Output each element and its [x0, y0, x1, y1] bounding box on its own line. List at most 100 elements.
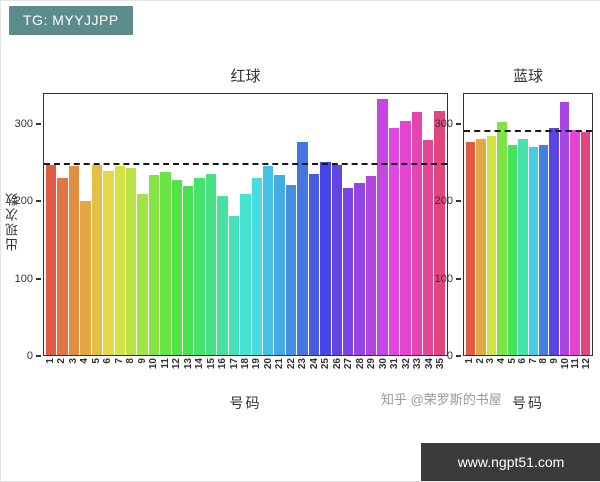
mean-dashed-line: [44, 163, 447, 166]
bar-6: [518, 138, 528, 355]
red-chart-x-tick-labels: 1 2 3 4 5 6 7 8 9 10 11 12 13 14 15 16 17 18 19 20 21 22 23 24 2…: [43, 358, 448, 388]
x-tick-label: 27: [343, 358, 355, 370]
y-tick-label: 300: [435, 118, 461, 130]
x-tick-label: 4: [79, 358, 91, 364]
y-tick-label: 100: [435, 273, 461, 285]
bar-8: [125, 167, 137, 355]
bar-26: [331, 165, 342, 355]
bar-22: [285, 185, 297, 355]
red-chart-title: 红球: [230, 68, 261, 85]
bar-15: [205, 173, 217, 355]
bar-20: [263, 166, 274, 355]
url-watermark: www.ngpt51.com: [421, 443, 600, 481]
x-tick-label: 2: [56, 358, 68, 364]
x-tick-label: 31: [389, 358, 401, 370]
x-tick-label: 5: [506, 358, 518, 364]
bar-21: [274, 175, 285, 355]
bar-35: [434, 110, 445, 355]
red-chart-x-axis-label: 号码: [229, 395, 262, 411]
bar-19: [251, 177, 263, 355]
x-tick-label: 11: [570, 358, 582, 369]
bar-11: [160, 172, 171, 355]
x-tick-label: 3: [485, 358, 497, 364]
y-tick-label: 300: [15, 118, 41, 130]
bar-2: [476, 139, 486, 355]
x-tick-label: 26: [331, 358, 343, 370]
x-tick-label: 18: [239, 358, 251, 370]
bar-9: [549, 127, 559, 355]
bar-12: [580, 131, 591, 355]
x-tick-label: 12: [580, 358, 592, 370]
x-tick-label: 10: [559, 358, 571, 370]
x-tick-label: 5: [90, 358, 102, 364]
bar-5: [507, 144, 518, 355]
blue-chart-x-axis-label: 号码: [512, 395, 544, 411]
x-tick-label: 24: [308, 358, 320, 370]
x-tick-label: 9: [548, 358, 560, 364]
bar-13: [183, 186, 194, 355]
blue-chart-x-tick-labels: 1 2 3 4 5 6 7 8 9 10 11 12: [463, 358, 593, 388]
red-chart-y-axis: 0 100 200 300: [1, 93, 41, 362]
blue-chart-title: 蓝球: [512, 68, 543, 85]
x-tick-label: 28: [354, 358, 366, 370]
bar-29: [365, 176, 377, 355]
x-tick-label: 11: [159, 358, 171, 369]
x-tick-label: 3: [67, 358, 79, 364]
bar-27: [342, 187, 354, 355]
bar-10: [559, 101, 570, 355]
bar-9: [137, 193, 148, 355]
bar-24: [308, 173, 320, 355]
x-tick-label: 10: [148, 358, 160, 370]
y-tick-label: 0: [447, 350, 461, 362]
bar-4: [497, 121, 507, 355]
y-tick-label: 200: [15, 195, 41, 207]
bar-1: [46, 164, 57, 355]
x-tick-label: 6: [102, 358, 114, 364]
x-tick-label: 15: [205, 358, 217, 370]
x-tick-label: 14: [194, 358, 206, 370]
x-tick-label: 21: [274, 358, 286, 370]
x-tick-label: 33: [412, 358, 424, 370]
x-tick-label: 4: [496, 358, 508, 364]
x-tick-label: 1: [464, 358, 476, 364]
x-tick-label: 7: [527, 358, 539, 364]
red-chart-plot-area: [43, 93, 448, 356]
mean-dashed-line: [464, 130, 592, 133]
x-tick-label: 7: [113, 358, 125, 364]
bar-11: [570, 130, 580, 355]
bar-14: [194, 178, 205, 355]
bar-4: [80, 201, 91, 355]
bar-23: [297, 141, 308, 355]
bar-6: [103, 170, 114, 355]
bar-32: [400, 120, 411, 355]
blue-chart-plot-area: [463, 93, 593, 356]
x-tick-label: 35: [435, 358, 447, 370]
bar-12: [171, 179, 183, 355]
bar-10: [148, 174, 160, 355]
x-tick-label: 8: [125, 358, 137, 364]
blue-chart-y-axis: 0 100 200 300: [421, 93, 461, 362]
y-tick-label: 100: [15, 273, 41, 285]
x-tick-label: 20: [262, 358, 274, 370]
tg-badge: TG: MYYJJPP: [9, 6, 133, 35]
x-tick-label: 19: [251, 358, 263, 370]
bar-3: [486, 136, 497, 355]
x-tick-label: 16: [217, 358, 229, 370]
bar-16: [217, 196, 228, 355]
bar-2: [57, 178, 68, 355]
x-tick-label: 6: [517, 358, 529, 364]
x-tick-label: 8: [538, 358, 550, 364]
bar-7: [528, 146, 538, 355]
x-tick-label: 34: [423, 358, 435, 370]
bar-18: [240, 193, 251, 355]
x-tick-label: 32: [400, 358, 412, 370]
bar-3: [68, 166, 80, 355]
x-tick-label: 17: [228, 358, 240, 370]
y-tick-label: 200: [435, 195, 461, 207]
bar-30: [377, 99, 388, 355]
x-tick-label: 25: [320, 358, 332, 370]
x-tick-label: 13: [182, 358, 194, 370]
bar-25: [320, 162, 331, 355]
x-tick-label: 22: [285, 358, 297, 370]
